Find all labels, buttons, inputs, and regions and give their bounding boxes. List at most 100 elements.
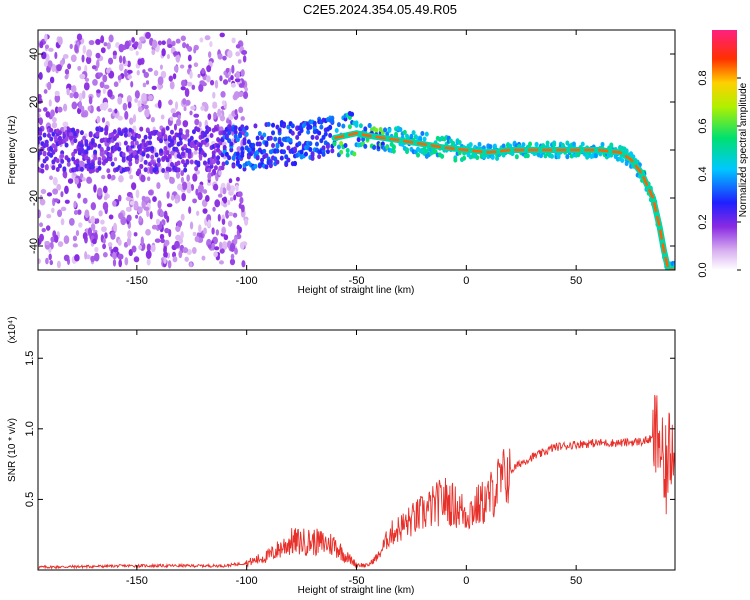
spectrogram-speckle [51,63,56,73]
spectrogram-speckle [226,184,231,191]
spectrogram-speckle [69,43,73,50]
spectrogram-speckle [195,188,199,196]
spectrogram-speckle [157,99,162,109]
spectrogram-speckle [137,106,143,113]
spectrogram-band-cell [55,166,60,172]
spectrogram-band-cell [624,161,629,167]
x-tick-label: -50 [349,575,365,587]
spectrogram-band-cell [352,151,357,157]
spectrogram-speckle [229,243,236,252]
spectrogram-speckle [144,108,150,118]
spectrogram-band-cell [156,162,161,168]
spectrogram-speckle [80,111,87,118]
spectrogram-speckle [233,194,237,201]
spectrogram-speckle [177,183,183,191]
spectrogram-band-cell [211,150,216,156]
spectrogram-speckle [180,231,184,239]
x-tick-label: 50 [570,575,582,587]
y-tick-label: 1.0 [24,421,36,436]
spectrogram-speckle [229,197,234,202]
spectrogram-speckle [72,243,78,248]
spectrogram-band-cell [328,133,333,139]
spectrogram-speckle [57,241,64,248]
spectrogram-speckle [145,228,151,236]
spectrogram-speckle [177,220,183,227]
spectrogram-band-cell [468,142,473,148]
spectrogram-speckle [225,68,230,73]
spectrogram-speckle [143,104,149,110]
spectrogram-speckle [182,98,187,105]
spectrogram-band-cell [240,146,245,152]
spectrogram-band-cell [336,122,341,128]
spectrogram-speckle [173,65,179,73]
spectrogram-speckle [97,72,104,77]
spectrogram-band-cell [123,127,128,133]
spectrogram-speckle [221,218,226,225]
spectrogram-speckle [145,250,152,259]
spectrogram-band-cell [132,136,137,142]
spectrogram-band-cell [620,157,625,163]
spectrogram-speckle [84,251,88,260]
spectrogram-speckle [124,257,129,266]
spectrogram-band-cell [112,129,117,135]
spectrogram-band-cell [224,151,229,157]
spectrogram-speckle [38,72,43,80]
spectrogram-band-cell [358,123,363,129]
spectrogram-speckle [54,51,58,60]
spectrogram-band-cell [86,158,91,164]
spectrogram-band-cell [253,123,258,129]
spectrogram-speckle [214,79,219,89]
spectrogram-band-cell [159,148,164,154]
spectrogram-speckle [126,206,131,212]
spectrogram-band-cell [235,159,240,165]
spectrogram-band-cell [299,128,304,134]
spectrogram-band-cell [42,151,47,157]
spectrogram-speckle [228,178,233,184]
colorbar-tick-label: 0.8 [697,70,709,85]
spectrogram-band-cell [264,140,269,146]
spectrogram-speckle [179,64,185,69]
spectrogram-speckle [238,83,245,88]
colorbar-label: Normalized spectral amplitude [738,82,749,217]
spectrogram-band-cell [286,124,291,130]
spectrogram-band-cell [330,118,335,124]
spectrogram-band-cell [229,141,234,147]
chart-title: C2E5.2024.354.05.49.R05 [303,2,457,17]
spectrogram-band-cell [310,151,315,157]
spectrogram-band-cell [262,132,267,138]
spectrogram-band-cell [257,131,262,137]
spectrogram-speckle [39,233,45,242]
spectrogram-speckle [191,247,197,255]
spectrogram-band-cell [132,150,137,156]
spectrogram-band-cell [213,165,218,171]
spectrogram-speckle [180,35,186,42]
spectrogram-band-cell [286,157,291,163]
spectrogram-speckle [166,215,170,223]
spectrogram-speckle [140,236,144,246]
spectrogram-band-cell [44,142,49,148]
spectrogram-band-cell [321,145,326,151]
spectrogram-speckle [141,92,147,102]
spectrogram-speckle [84,209,90,219]
spectrogram-speckle [160,114,165,120]
spectrogram-band-cell [189,159,194,165]
spectrogram-speckle [60,218,65,226]
spectrogram-band-cell [134,159,139,165]
spectrogram-speckle [76,33,83,41]
spectrogram-band-cell [84,141,89,147]
spectrogram-band-cell [198,153,203,159]
spectrogram-speckle [127,60,131,68]
spectrogram-band-cell [123,140,128,146]
spectrogram-speckle [157,200,162,209]
spectrogram-band-cell [251,142,256,148]
spectrogram-speckle [103,42,108,47]
spectrogram-band-cell [38,150,43,156]
spectrogram-band-cell [521,142,526,148]
spectrogram-band-cell [44,156,49,162]
spectrogram-speckle [56,64,62,72]
y-tick-label: 40 [28,48,40,60]
spectrogram-speckle [171,40,176,47]
spectrogram-speckle [88,96,93,105]
snr-y-ticks: 1.5 1.0 0.5 [24,351,675,507]
spectrogram-speckle [192,231,197,237]
